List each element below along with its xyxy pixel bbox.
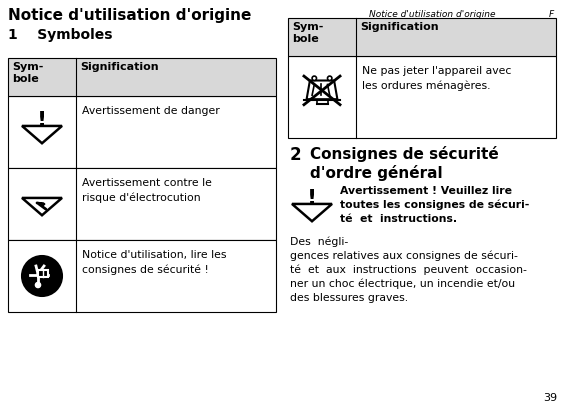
Text: Des  négli-
gences relatives aux consignes de sécuri-
té  et  aux  instructions : Des négli- gences relatives aux consigne… <box>290 236 527 303</box>
Text: Signification: Signification <box>80 62 159 72</box>
Text: Avertissement de danger: Avertissement de danger <box>82 106 220 116</box>
Text: Consignes de sécurité
d'ordre général: Consignes de sécurité d'ordre général <box>310 146 499 181</box>
Text: !: ! <box>37 111 47 131</box>
Text: Signification: Signification <box>360 22 439 32</box>
Polygon shape <box>22 126 62 143</box>
Circle shape <box>312 76 316 81</box>
Text: Notice d'utilisation d'origine: Notice d'utilisation d'origine <box>8 8 251 23</box>
Circle shape <box>22 256 62 296</box>
Bar <box>8 58 276 96</box>
Text: F: F <box>549 10 554 19</box>
Bar <box>8 96 276 168</box>
Polygon shape <box>22 198 62 215</box>
Circle shape <box>35 282 41 288</box>
Text: Avertissement ! Veuillez lire
toutes les consignes de sécuri-
té  et  instructio: Avertissement ! Veuillez lire toutes les… <box>340 186 529 224</box>
Text: 2: 2 <box>290 146 302 164</box>
Text: !: ! <box>307 189 317 209</box>
Bar <box>288 18 556 56</box>
Text: 39: 39 <box>543 393 557 403</box>
Text: Avertissement contre le
risque d'électrocution: Avertissement contre le risque d'électro… <box>82 178 212 203</box>
Text: Sym-
bole: Sym- bole <box>12 62 43 84</box>
Bar <box>8 168 276 240</box>
Text: Ne pas jeter l'appareil avec
les ordures ménagères.: Ne pas jeter l'appareil avec les ordures… <box>362 66 511 91</box>
Text: Sym-
bole: Sym- bole <box>292 22 323 44</box>
Bar <box>288 56 556 138</box>
Polygon shape <box>292 204 332 221</box>
Text: 1    Symboles: 1 Symboles <box>8 28 113 42</box>
Text: Notice d'utilisation d'origine: Notice d'utilisation d'origine <box>369 10 495 19</box>
Bar <box>8 240 276 312</box>
Polygon shape <box>307 81 337 99</box>
Circle shape <box>328 76 332 81</box>
Bar <box>38 270 48 277</box>
Text: Notice d'utilisation, lire les
consignes de sécurité !: Notice d'utilisation, lire les consignes… <box>82 250 226 275</box>
